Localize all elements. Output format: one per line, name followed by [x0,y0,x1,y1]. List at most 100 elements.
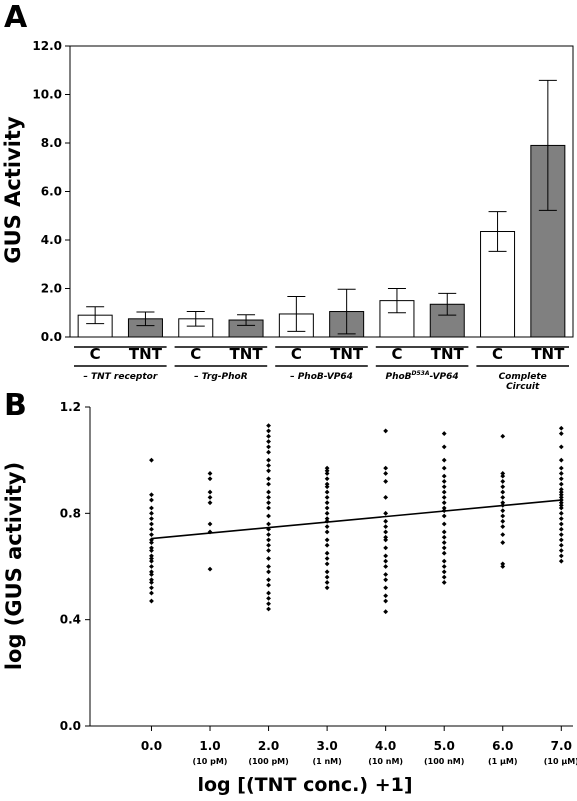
data-point [266,606,271,612]
data-point [441,569,447,575]
data-point [500,471,506,476]
panel-b-ylabel: log (GUS activity) [2,462,26,670]
data-point [558,489,564,495]
y-tick-label: 0.0 [60,719,81,733]
data-point [149,598,154,604]
data-point [324,476,330,482]
data-point [441,521,447,527]
data-point [383,585,389,591]
panel-a-chart: 0.0 2.0 4.0 6.0 8.0 10.0 12.0 C TNT C TNT C TNT C TNT C… [32,39,574,392]
data-point [383,577,389,583]
data-point [266,481,271,487]
y-tick-label: 2.0 [41,282,62,296]
data-point [324,468,330,474]
data-point [558,481,564,487]
data-point [324,529,330,535]
data-point [441,444,447,450]
data-point [558,500,564,506]
data-point [207,500,213,506]
data-point [266,489,271,495]
data-point [383,545,389,551]
data-point [500,513,506,519]
data-point [149,521,154,527]
category-label: TNT [431,345,465,363]
data-point [558,542,564,548]
data-point [324,574,330,580]
data-point [149,516,154,522]
data-point [324,580,330,585]
y-tick-label: 1.2 [60,400,81,414]
data-point [500,433,506,439]
y-tick-label: 0.8 [60,506,81,520]
x-tick-sublabel: (100 nM) [424,757,464,766]
data-point [324,484,330,490]
data-point [266,476,271,482]
x-tick-label: 4.0 [375,739,396,753]
data-point [558,465,564,471]
data-point [207,521,213,527]
data-point [324,561,330,567]
data-point [383,537,389,543]
data-point [441,550,447,556]
category-label: C [391,345,402,363]
data-point [266,542,271,548]
data-point [266,556,271,561]
data-point [500,508,506,514]
y-tick-label: 4.0 [41,233,62,247]
data-point [324,518,330,524]
data-point [558,497,564,503]
data-point [558,457,564,463]
x-tick-sublabel: (10 nM) [368,757,403,766]
trendline [151,499,562,540]
data-point [149,564,154,569]
data-point [383,593,389,599]
data-point [324,510,330,516]
data-point [441,473,447,479]
data-point [207,529,213,535]
data-point [207,566,213,572]
data-point [149,537,154,543]
data-point [149,510,154,516]
data-point [441,513,447,519]
x-tick-label: 5.0 [434,739,455,753]
data-point [149,590,154,596]
category-label: TNT [129,345,163,363]
data-point [324,500,330,506]
data-point [558,510,564,516]
panel-a-letter: A [4,0,28,35]
group-label: – TNT receptor [83,372,157,382]
panel-a-ylabel: GUS Activity [1,116,25,264]
data-point [324,556,330,561]
data-point [324,550,330,556]
data-point [558,487,564,492]
group-label: – PhoB-VP64 [290,372,353,382]
data-point [266,439,271,444]
x-tick-label: 1.0 [199,739,220,753]
data-point [558,444,564,450]
data-point [500,494,506,500]
data-point [149,556,154,561]
data-point [324,524,330,530]
data-point [266,463,271,468]
x-tick-label: 6.0 [492,739,513,753]
data-point [383,494,389,500]
data-point [324,516,330,522]
data-point [500,564,506,569]
data-point [149,580,154,585]
data-point [149,585,154,591]
x-tick-sublabel: (10 μM) [544,757,577,766]
data-point [266,526,271,532]
data-point [207,476,213,482]
data-point [558,553,564,559]
data-point [149,558,154,564]
data-point [266,494,271,500]
category-label: C [492,345,503,363]
data-point [324,505,330,511]
data-point [558,494,564,500]
x-tick-sublabel: (1 nM) [312,757,341,766]
data-point [500,524,506,530]
data-point [383,598,389,604]
data-point [441,545,447,551]
data-point [500,473,506,479]
data-point [324,585,330,591]
